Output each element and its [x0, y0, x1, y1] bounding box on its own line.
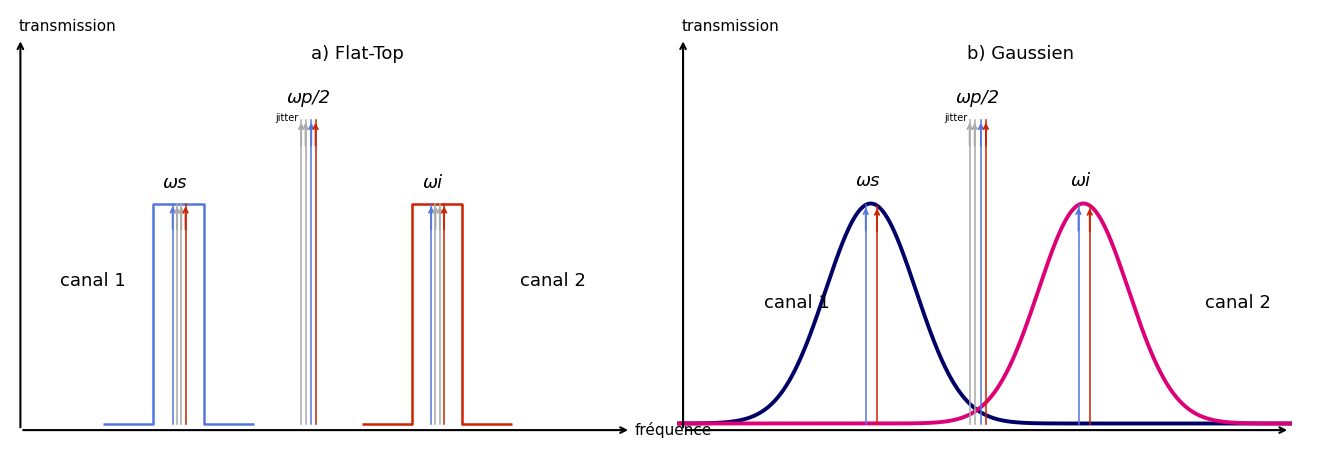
Text: canal 2: canal 2 — [520, 272, 586, 290]
Text: ωp/2: ωp/2 — [956, 89, 999, 107]
Text: b) Gaussien: b) Gaussien — [968, 45, 1075, 63]
Text: canal 2: canal 2 — [1206, 293, 1270, 311]
Text: a) Flat-Top: a) Flat-Top — [312, 45, 405, 63]
Text: ωi: ωi — [423, 175, 443, 193]
Text: ωi: ωi — [1071, 172, 1091, 190]
Text: ωp/2: ωp/2 — [287, 89, 332, 107]
Text: transmission: transmission — [19, 19, 116, 34]
Text: canal 1: canal 1 — [59, 272, 126, 290]
Text: canal 1: canal 1 — [764, 293, 830, 311]
Text: transmission: transmission — [681, 19, 779, 34]
Text: ωs: ωs — [855, 172, 880, 190]
Text: fréquence: fréquence — [635, 422, 711, 438]
Text: ωs: ωs — [163, 175, 186, 193]
Text: jitter: jitter — [944, 113, 968, 123]
Text: jitter: jitter — [275, 113, 299, 123]
